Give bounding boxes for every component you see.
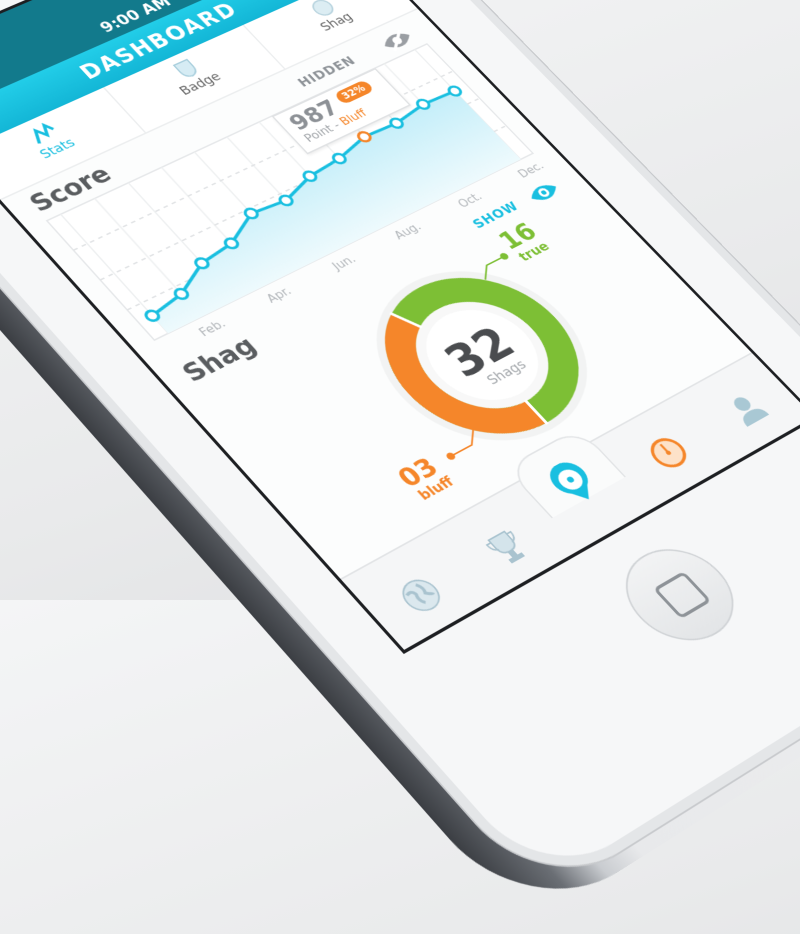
highlighted-data-point: [356, 131, 373, 143]
data-point: [301, 170, 318, 183]
eye-icon: [526, 180, 562, 205]
score-area-fill: [100, 89, 521, 334]
data-point: [331, 152, 348, 165]
gauge-icon[interactable]: [640, 430, 697, 476]
location-pin-icon[interactable]: [539, 455, 609, 512]
trophy-icon[interactable]: [477, 523, 536, 571]
screen: 9:00 AM DASHBOARD Stats Badge Shag Score…: [0, 0, 800, 654]
true-leader-line: [477, 256, 513, 279]
true-leader-dot: [498, 251, 511, 261]
data-point: [243, 207, 260, 220]
data-point: [223, 237, 240, 250]
tab-shag[interactable]: Shag: [244, 0, 417, 68]
badge-shield-icon: [169, 57, 204, 82]
bluff-leader-line: [442, 430, 482, 457]
bottom-tab-bar: [340, 352, 800, 650]
tab-badge[interactable]: Badge: [104, 24, 286, 133]
score-visibility-toggle[interactable]: HIDDEN: [294, 25, 425, 95]
donut-center: [403, 294, 562, 417]
shag-circle-icon: [306, 0, 340, 20]
home-square-icon: [652, 570, 712, 620]
globe-icon[interactable]: [391, 571, 452, 620]
data-point: [193, 257, 210, 270]
data-point: [173, 287, 191, 300]
data-point: [278, 194, 295, 207]
profile-icon[interactable]: [719, 387, 775, 432]
eye-off-icon: [376, 27, 418, 55]
tab-stats[interactable]: Stats: [0, 87, 146, 200]
stats-zigzag-icon: [33, 122, 55, 144]
chart-frame: [47, 44, 533, 340]
bluff-leader-dot: [444, 451, 457, 462]
shag-visibility-toggle[interactable]: SHOW: [468, 174, 574, 237]
donut-leaders: [0, 251, 800, 462]
top-tabs: Stats Badge Shag: [0, 0, 419, 201]
